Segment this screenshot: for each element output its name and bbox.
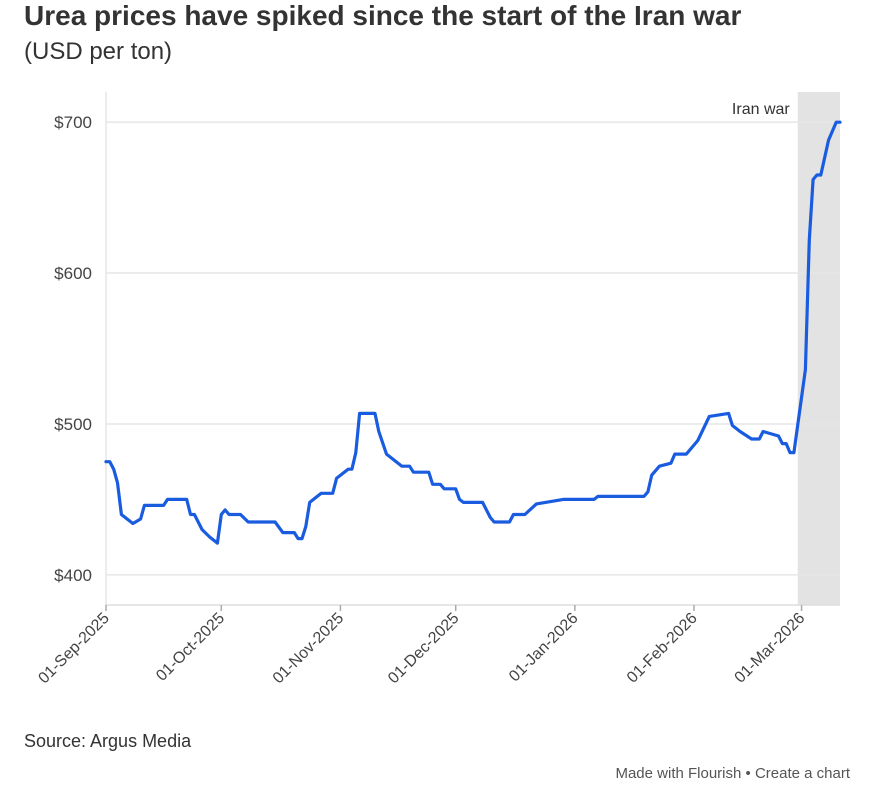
iran-war-annotation-label: Iran war — [732, 101, 790, 118]
x-tick-label: 01-Oct-2025 — [153, 610, 228, 685]
y-tick-label: $400 — [54, 566, 92, 585]
x-tick-label: 01-Mar-2026 — [732, 610, 809, 687]
x-tick-label: 01-Jan-2026 — [506, 610, 582, 686]
chart-title: Urea prices have spiked since the start … — [24, 0, 742, 31]
x-tick-label: 01-Nov-2025 — [270, 610, 348, 688]
y-tick-label: $500 — [54, 415, 92, 434]
line-chart: Iran war $400 $500 $600 $700 01-Sep-2025 01-O… — [35, 92, 842, 688]
chart-subtitle: (USD per ton) — [24, 38, 173, 65]
x-tick-label: 01-Sep-2025 — [35, 610, 113, 688]
price-line — [104, 120, 842, 545]
footer: Made with Flourish • Create a chart — [615, 765, 850, 782]
source-note: Source: Argus Media — [24, 731, 192, 751]
iran-war-shaded-region — [797, 92, 840, 605]
made-with-flourish-link[interactable]: Made with Flourish — [615, 765, 742, 782]
footer-separator: • — [741, 765, 755, 782]
create-chart-link[interactable]: Create a chart — [754, 765, 850, 782]
x-tick-label: 01-Feb-2026 — [624, 610, 701, 687]
y-tick-label: $600 — [54, 264, 92, 283]
y-tick-label: $700 — [54, 113, 92, 132]
x-tick-label: 01-Dec-2025 — [385, 610, 463, 688]
